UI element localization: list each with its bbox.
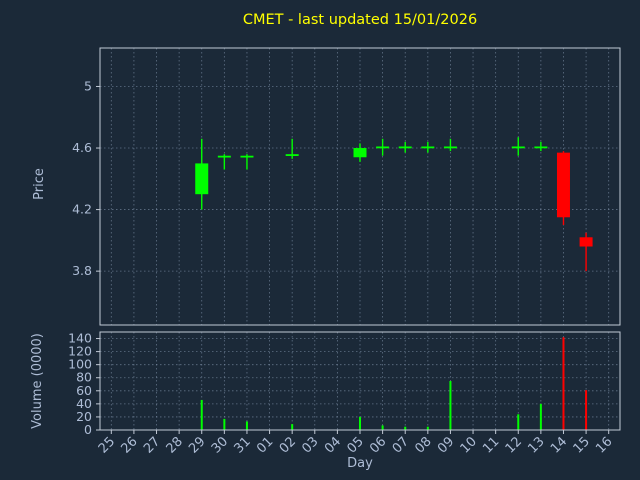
price-tick-label: 4.6 bbox=[72, 140, 92, 155]
volume-tick-label: 120 bbox=[68, 344, 92, 359]
candle-body-up bbox=[421, 146, 435, 149]
x-tick-label: 14 bbox=[548, 434, 570, 456]
x-tick-label: 16 bbox=[593, 434, 615, 456]
volume-tick-label: 20 bbox=[76, 409, 92, 424]
x-tick-label: 08 bbox=[412, 434, 434, 456]
volume-tick-label: 100 bbox=[68, 357, 92, 372]
volume-tick-label: 80 bbox=[76, 370, 92, 385]
candle-body-up bbox=[353, 148, 367, 158]
volume-plot-frame bbox=[99, 331, 621, 431]
x-tick-label: 09 bbox=[435, 434, 457, 456]
x-tick-label: 07 bbox=[390, 434, 412, 456]
x-tick-label: 31 bbox=[231, 434, 253, 456]
x-tick-label: 06 bbox=[367, 434, 389, 456]
x-tick-label: 29 bbox=[186, 434, 208, 456]
candle-body-down bbox=[556, 152, 570, 218]
volume-tick-label: 140 bbox=[68, 331, 92, 346]
volume-tick-label: 60 bbox=[76, 383, 92, 398]
candle-body-up bbox=[285, 154, 299, 156]
x-tick-label: 01 bbox=[254, 434, 276, 456]
x-tick-label: 26 bbox=[118, 434, 140, 456]
x-tick-label: 10 bbox=[458, 434, 480, 456]
candle-body-up bbox=[398, 146, 412, 149]
candle-body-up bbox=[376, 146, 390, 149]
candle-body-down bbox=[579, 237, 593, 247]
x-tick-label: 03 bbox=[299, 434, 321, 456]
x-tick-label: 13 bbox=[525, 434, 547, 456]
price-tick-label: 5 bbox=[84, 78, 92, 93]
price-axis-label: Price bbox=[32, 168, 47, 200]
candle-body-up bbox=[195, 163, 209, 195]
candle-body-up bbox=[240, 155, 254, 158]
x-axis-label: Day bbox=[347, 456, 373, 471]
x-tick-label: 25 bbox=[96, 434, 118, 456]
chart-title: CMET - last updated 15/01/2026 bbox=[242, 12, 478, 28]
x-tick-label: 27 bbox=[141, 434, 163, 456]
volume-tick-label: 40 bbox=[76, 396, 92, 411]
x-tick-label: 02 bbox=[277, 434, 299, 456]
x-tick-label: 15 bbox=[571, 434, 593, 456]
x-tick-label: 30 bbox=[209, 434, 231, 456]
price-plot-frame bbox=[99, 47, 621, 326]
x-tick-label: 04 bbox=[322, 434, 344, 456]
x-tick-label: 11 bbox=[480, 434, 502, 456]
volume-tick-label: 0 bbox=[84, 422, 92, 437]
candle-body-up bbox=[534, 146, 548, 149]
candle-body-up bbox=[511, 146, 525, 149]
x-tick-label: 12 bbox=[503, 434, 525, 456]
candle-body-up bbox=[217, 155, 231, 158]
x-tick-label: 28 bbox=[164, 434, 186, 456]
price-tick-label: 3.8 bbox=[72, 263, 92, 278]
price-tick-label: 4.2 bbox=[72, 202, 92, 217]
volume-axis-label: Volume (0000) bbox=[30, 333, 45, 429]
candle-body-up bbox=[443, 146, 457, 149]
x-tick-label: 05 bbox=[345, 434, 367, 456]
